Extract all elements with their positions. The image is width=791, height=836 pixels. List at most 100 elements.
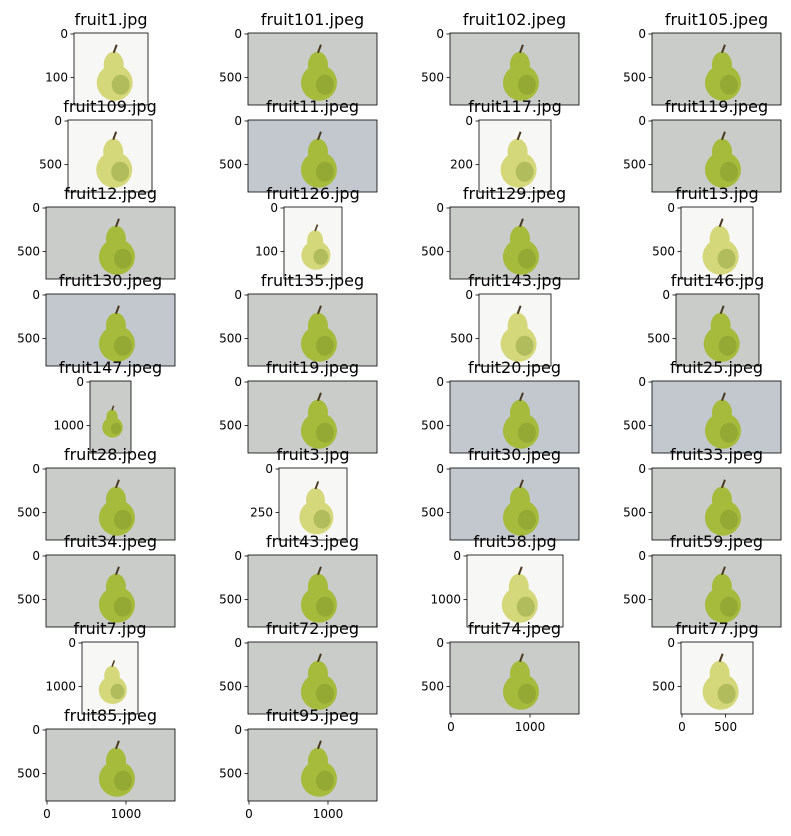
axes-frame (247, 728, 378, 802)
y-tick-label: 500 (421, 680, 444, 694)
pear-neck (509, 51, 530, 78)
pear-neck (709, 660, 730, 687)
panel-10: 0 100 fruit126.jpg (255, 184, 360, 280)
panel-title: fruit33.jpeg (670, 445, 763, 464)
pear-stem (317, 392, 322, 402)
y-tick-label: 500 (219, 767, 242, 781)
panel-13: 0 500 fruit130.jpeg (17, 271, 176, 367)
pear-shadow (719, 596, 738, 617)
axes-frame (651, 467, 782, 541)
pear-body (301, 240, 331, 270)
panel-29: 0 1000 fruit7.jpg (45, 619, 147, 715)
panel-27: 0 1000 fruit58.jpg (430, 532, 564, 628)
y-tick-label: 500 (219, 71, 242, 85)
y-tick-label: 0 (265, 462, 273, 476)
pear-stem (721, 479, 726, 489)
y-tick-label: 500 (219, 332, 242, 346)
pear-image (299, 481, 334, 535)
panel-title: fruit102.jpeg (463, 10, 566, 29)
panel-34: 0 500 0 1000 fruit95.jpeg (219, 706, 378, 821)
panel-14: 0 500 fruit135.jpeg (219, 271, 378, 367)
panel-12: 0 500 fruit13.jpg (652, 184, 759, 280)
pear-body (98, 325, 135, 362)
y-tick-label: 0 (234, 114, 242, 128)
panel-title: fruit129.jpeg (463, 184, 566, 203)
pear-shadow (719, 422, 738, 443)
pear-shadow (315, 74, 334, 95)
axes-frame (449, 467, 580, 541)
pear-body (703, 325, 740, 362)
y-tick-label: 0 (32, 549, 40, 563)
panel-23: 0 500 fruit30.jpeg (421, 445, 580, 541)
pear-body (704, 412, 741, 449)
pear-neck (509, 225, 530, 252)
pear-body (704, 586, 741, 623)
pear-image (704, 566, 741, 623)
pear-body (300, 412, 337, 449)
pear-neck (307, 138, 328, 165)
panel-title: fruit146.jpg (671, 271, 764, 290)
y-tick-label: 0 (638, 114, 646, 128)
pear-image (703, 305, 740, 362)
y-tick-label: 1000 (45, 680, 76, 694)
y-tick-label: 500 (652, 245, 675, 259)
pear-shadow (515, 335, 534, 356)
pear-stem (719, 305, 725, 315)
axes-frame (45, 206, 176, 280)
pear-neck (509, 399, 530, 426)
y-tick-label: 500 (421, 506, 444, 520)
pear-shadow (717, 683, 736, 704)
y-tick-label: 0 (436, 636, 444, 650)
y-tick-label: 1000 (53, 419, 84, 433)
pear-image (702, 653, 739, 710)
pear-image (98, 479, 135, 536)
pear-stem (314, 481, 320, 490)
pear-body (300, 151, 337, 188)
pear-body (500, 325, 537, 362)
pear-body (500, 151, 537, 188)
pear-neck (507, 138, 528, 165)
pear-image (502, 653, 539, 710)
panel-title: fruit20.jpeg (468, 358, 561, 377)
pear-body (96, 151, 133, 188)
pear-body (502, 673, 539, 710)
y-tick-label: 500 (219, 419, 242, 433)
y-tick-label: 500 (623, 71, 646, 85)
panel-19: 0 500 fruit20.jpeg (421, 358, 580, 454)
pear-image (300, 305, 337, 362)
pear-neck (307, 312, 328, 339)
pear-shadow (315, 161, 334, 182)
pear-neck (103, 138, 124, 165)
y-tick-label: 500 (623, 593, 646, 607)
axes-frame (449, 641, 580, 715)
panel-title: fruit77.jpg (675, 619, 758, 638)
pear-body (300, 64, 337, 101)
pear-image (98, 218, 135, 275)
panel-title: fruit30.jpeg (468, 445, 561, 464)
panel-31: 0 500 0 1000 fruit74.jpeg (421, 619, 580, 734)
panel-22: 0 250 fruit3.jpg (250, 445, 350, 541)
panel-title: fruit58.jpg (473, 532, 556, 551)
pear-stem (519, 218, 524, 228)
pear-neck (711, 573, 732, 600)
axes-frame (449, 206, 580, 280)
panel-title: fruit12.jpeg (64, 184, 157, 203)
panel-17: 0 1000 fruit147.jpeg (53, 358, 162, 454)
pear-shadow (315, 596, 334, 617)
pear-image (300, 392, 337, 449)
panel-title: fruit59.jpeg (670, 532, 763, 551)
pear-neck (509, 660, 530, 687)
y-tick-label: 0 (32, 462, 40, 476)
axes-frame (680, 206, 754, 280)
axes-frame (67, 119, 153, 193)
pear-stem (721, 392, 726, 402)
pear-stem (721, 566, 726, 576)
y-tick-label: 0 (234, 375, 242, 389)
panel-15: 0 500 fruit143.jpg (450, 271, 562, 367)
pear-stem (519, 44, 524, 54)
pear-stem (317, 653, 322, 663)
pear-neck (711, 138, 732, 165)
pear-body (502, 412, 539, 449)
pear-image (98, 740, 135, 797)
